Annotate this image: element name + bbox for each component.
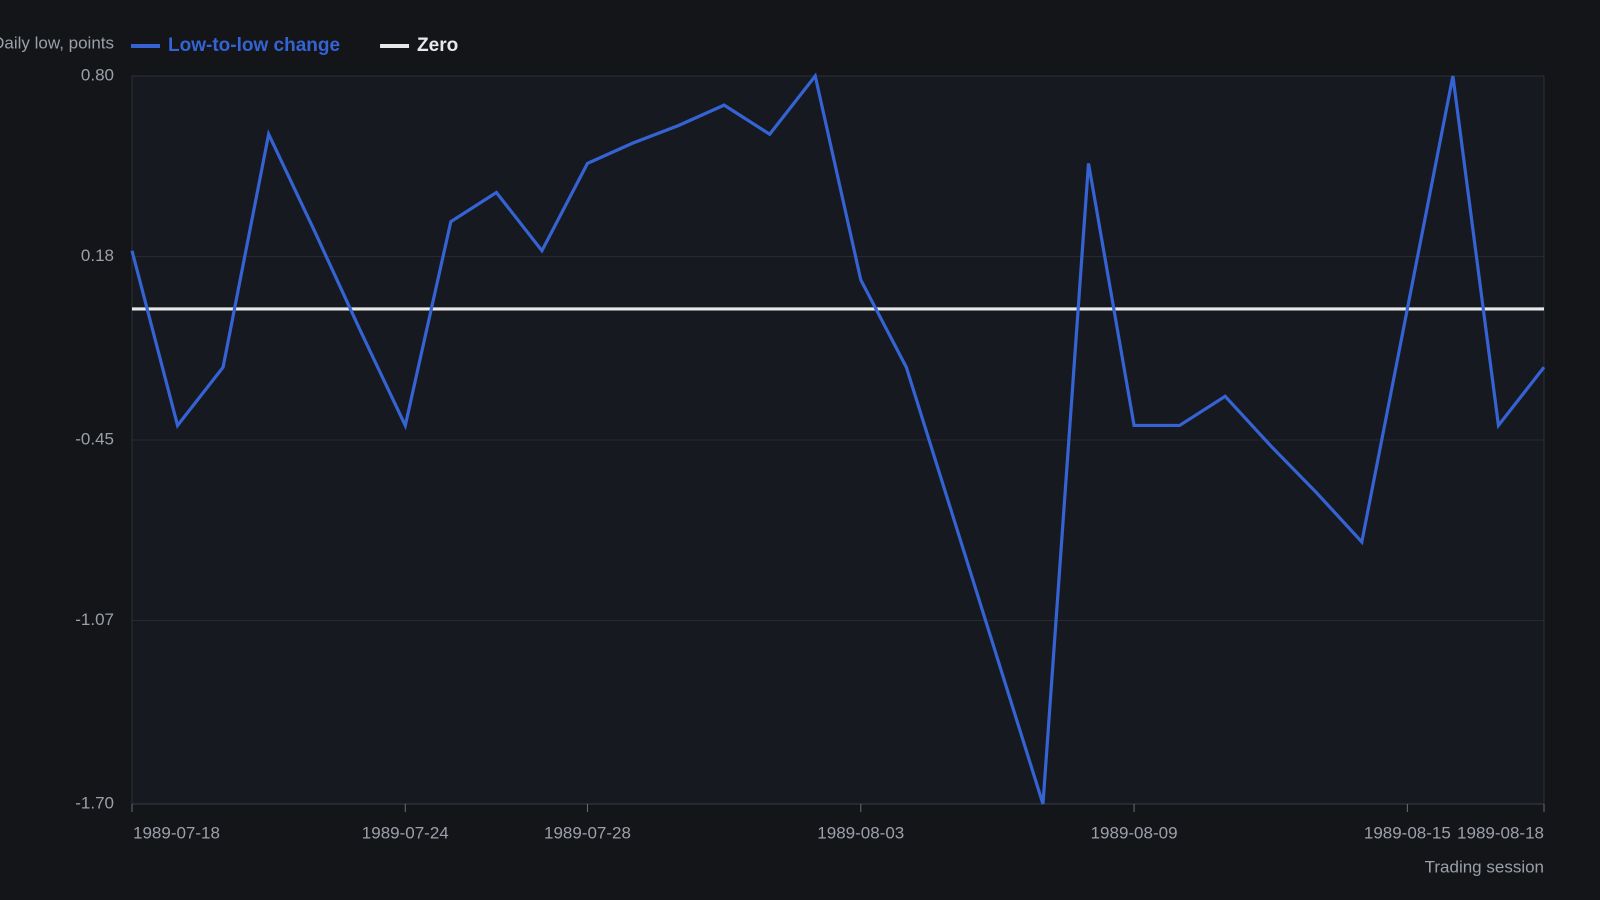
y-tick-label: -0.45 (75, 429, 114, 448)
y-tick-label: -1.07 (75, 610, 114, 629)
x-tick-label: 1989-07-28 (544, 823, 631, 842)
y-tick-label: -1.70 (75, 793, 114, 812)
x-tick-label: 1989-08-15 (1364, 823, 1451, 842)
x-tick-label: 1989-08-18 (1457, 823, 1544, 842)
legend-label: Zero (417, 35, 458, 56)
x-tick-label: 1989-07-24 (362, 823, 449, 842)
legend-label: Low-to-low change (168, 35, 340, 56)
x-tick-label: 1989-08-09 (1091, 823, 1178, 842)
x-axis-label: Trading session (1425, 857, 1544, 876)
data-line (130, 72, 1546, 805)
x-tick-label: 1989-08-03 (817, 823, 904, 842)
x-tick-label: 1989-07-18 (133, 823, 220, 842)
y-tick-label: 0.18 (81, 246, 114, 265)
y-tick-label: 0.80 (81, 65, 114, 84)
y-axis-label: Daily low, points (0, 33, 114, 52)
